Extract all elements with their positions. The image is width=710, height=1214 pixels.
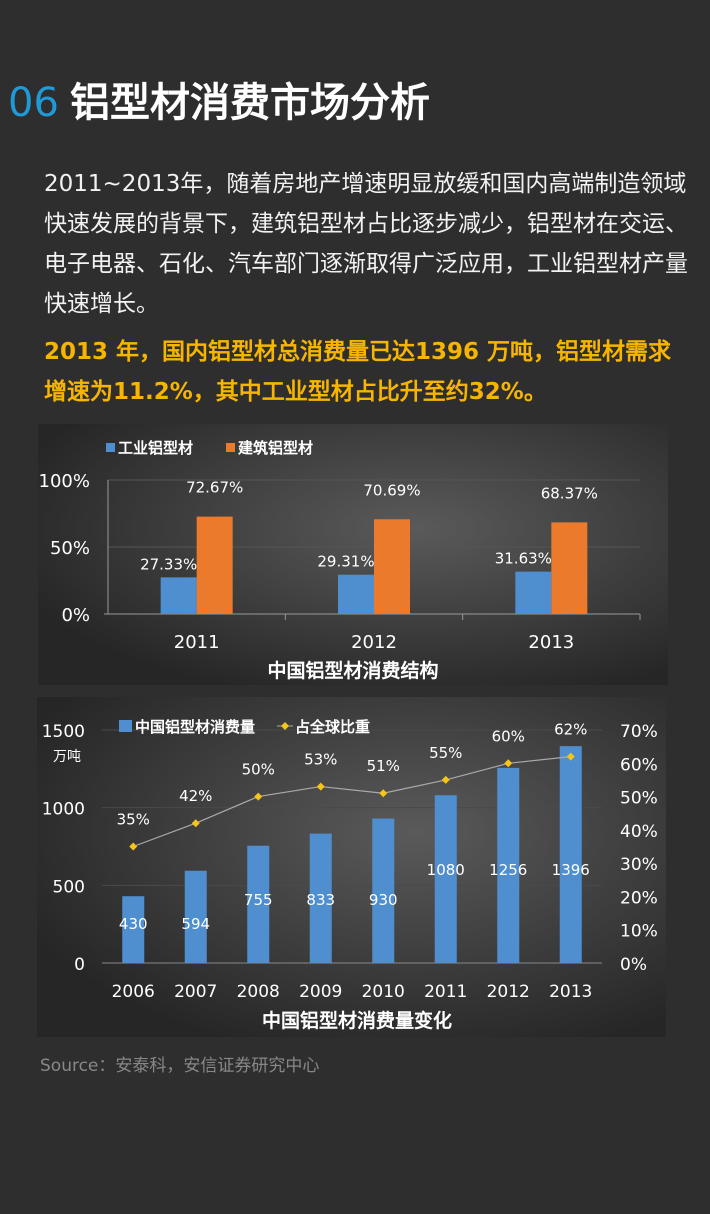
line-marker: [254, 792, 263, 801]
data-label: 1396: [552, 861, 590, 879]
line-data-label: 55%: [429, 744, 462, 762]
chart-title: 中国铝型材消费结构: [267, 659, 438, 682]
bar: [309, 833, 332, 963]
bar: [434, 795, 457, 963]
y2-tick-label: 10%: [620, 922, 658, 942]
y2-tick-label: 0%: [620, 955, 647, 975]
bar: [559, 746, 582, 963]
bar: [122, 896, 145, 963]
y2-tick-label: 20%: [620, 888, 658, 908]
data-label: 31.63%: [495, 550, 552, 568]
legend-swatch: [106, 443, 115, 452]
data-label: 833: [306, 891, 335, 909]
data-label: 930: [369, 891, 398, 909]
y-tick-label: 1500: [42, 722, 85, 742]
line-marker: [316, 782, 325, 791]
x-tick-label: 2009: [299, 982, 342, 1002]
data-label: 594: [181, 915, 210, 933]
share-line: [133, 756, 571, 848]
x-tick-label: 2011: [424, 982, 467, 1002]
y2-tick-label: 30%: [620, 855, 658, 875]
data-label: 70.69%: [363, 481, 420, 499]
data-label: 1080: [427, 861, 465, 879]
line-data-label: 50%: [242, 761, 275, 779]
x-tick-label: 2010: [362, 982, 405, 1002]
line-marker: [191, 819, 200, 828]
line-data-label: 35%: [117, 811, 150, 829]
consumption-structure-chart: 0% 50% 100% 2011 27.33% 72.67% 2012 29.31% 70.69…: [38, 424, 668, 685]
x-tick-label: 2008: [237, 982, 280, 1002]
data-label: 430: [119, 915, 148, 933]
x-tick-label: 2012: [351, 632, 397, 653]
y-tick-label: 0: [74, 955, 85, 975]
bar-建筑铝型材: [374, 519, 410, 614]
y2-tick-label: 50%: [620, 789, 658, 809]
bar: [247, 845, 270, 963]
x-tick-label: 2012: [487, 982, 530, 1002]
bar-工业铝型材: [515, 571, 552, 614]
line-marker: [129, 842, 138, 851]
y2-tick-label: 40%: [620, 822, 658, 842]
line-data-label: 53%: [304, 751, 337, 769]
y-tick-label: 0%: [61, 605, 90, 626]
line-data-label: 42%: [179, 787, 212, 805]
legend-label: 建筑铝型材: [238, 439, 313, 457]
line-marker: [566, 752, 575, 761]
x-tick-label: 2011: [174, 632, 220, 653]
bar-建筑铝型材: [551, 522, 588, 614]
data-label: 27.33%: [140, 555, 197, 573]
bar-建筑铝型材: [196, 516, 233, 614]
bar: [497, 767, 520, 963]
line-marker: [504, 759, 513, 768]
section-number: 06: [8, 80, 59, 126]
header: 06 铝型材消费市场分析: [0, 78, 710, 138]
y-tick-label: 100%: [39, 471, 90, 492]
legend-swatch: [226, 443, 235, 452]
y2-tick-label: 70%: [620, 722, 658, 742]
data-label: 72.67%: [186, 479, 243, 497]
y-tick-label: 500: [53, 877, 85, 897]
legend-label: 工业铝型材: [118, 439, 193, 457]
y-tick-label: 1000: [42, 800, 85, 820]
line-data-label: 60%: [492, 727, 525, 745]
data-label: 1256: [489, 861, 527, 879]
line-data-label: 51%: [367, 757, 400, 775]
y2-tick-label: 60%: [620, 755, 658, 775]
x-tick-label: 2013: [549, 982, 592, 1002]
data-label: 755: [244, 891, 273, 909]
page-title: 铝型材消费市场分析: [70, 80, 430, 126]
line-marker: [441, 775, 450, 784]
y-axis-unit: 万吨: [53, 749, 81, 765]
bar: [372, 818, 395, 963]
highlight-paragraph: 2013 年，国内铝型材总消费量已达1396 万吨，铝型材需求增速为11.2%，…: [44, 339, 672, 405]
body-paragraph: 2011~2013年，随着房地产增速明显放缓和国内高端制造领域快速发展的背景下，…: [44, 171, 688, 317]
line-data-label: 62%: [554, 721, 587, 739]
x-tick-label: 2013: [528, 632, 574, 653]
y-tick-label: 50%: [50, 538, 90, 559]
bar-工业铝型材: [338, 574, 374, 614]
legend-label: 占全球比重: [295, 718, 370, 736]
x-tick-label: 2006: [112, 982, 155, 1002]
data-label: 68.37%: [541, 484, 598, 502]
chart-title: 中国铝型材消费量变化: [262, 1009, 452, 1032]
source-note: Source：安泰科，安信证券研究中心: [40, 1056, 320, 1076]
legend-swatch: [119, 720, 132, 732]
line-marker: [379, 789, 388, 798]
data-label: 29.31%: [317, 553, 374, 571]
consumption-volume-chart: 0 500 1000 1500 万吨 0% 10% 20% 30% 40% 50% 60% 70% 430…: [37, 697, 666, 1037]
legend-marker: [281, 722, 289, 730]
legend-label: 中国铝型材消费量: [135, 718, 255, 736]
x-tick-label: 2007: [174, 982, 217, 1002]
bar-工业铝型材: [160, 577, 197, 614]
bar: [184, 870, 207, 963]
